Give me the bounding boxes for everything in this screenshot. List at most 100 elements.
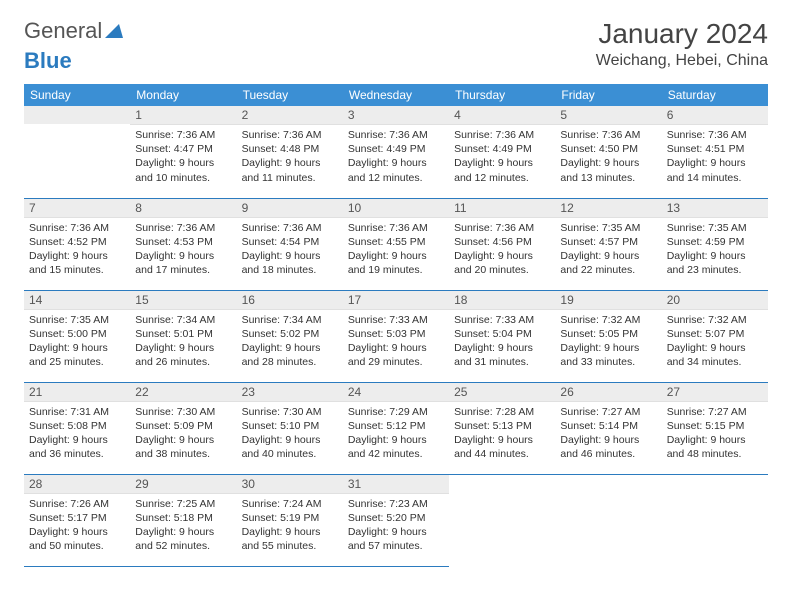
calendar-cell: 18Sunrise: 7:33 AMSunset: 5:04 PMDayligh… — [449, 290, 555, 382]
daylight-text-2: and 15 minutes. — [29, 263, 125, 277]
calendar-cell: 22Sunrise: 7:30 AMSunset: 5:09 PMDayligh… — [130, 382, 236, 474]
daylight-text-1: Daylight: 9 hours — [29, 249, 125, 263]
daylight-text-2: and 57 minutes. — [348, 539, 444, 553]
calendar-table: Sunday Monday Tuesday Wednesday Thursday… — [24, 84, 768, 567]
daylight-text-1: Daylight: 9 hours — [348, 433, 444, 447]
calendar-week-row: 7Sunrise: 7:36 AMSunset: 4:52 PMDaylight… — [24, 198, 768, 290]
daylight-text-2: and 23 minutes. — [667, 263, 763, 277]
calendar-cell: 1Sunrise: 7:36 AMSunset: 4:47 PMDaylight… — [130, 106, 236, 198]
calendar-cell: 4Sunrise: 7:36 AMSunset: 4:49 PMDaylight… — [449, 106, 555, 198]
day-details: Sunrise: 7:36 AMSunset: 4:50 PMDaylight:… — [555, 125, 661, 188]
sunset-text: Sunset: 5:05 PM — [560, 327, 656, 341]
daylight-text-2: and 13 minutes. — [560, 171, 656, 185]
day-number: 11 — [449, 199, 555, 218]
sunset-text: Sunset: 4:49 PM — [348, 142, 444, 156]
sunrise-text: Sunrise: 7:31 AM — [29, 405, 125, 419]
sunset-text: Sunset: 4:52 PM — [29, 235, 125, 249]
logo: General — [24, 18, 123, 44]
day-details: Sunrise: 7:36 AMSunset: 4:56 PMDaylight:… — [449, 218, 555, 281]
sunset-text: Sunset: 5:19 PM — [242, 511, 338, 525]
sunrise-text: Sunrise: 7:35 AM — [667, 221, 763, 235]
sunrise-text: Sunrise: 7:27 AM — [560, 405, 656, 419]
daylight-text-1: Daylight: 9 hours — [560, 433, 656, 447]
daylight-text-2: and 12 minutes. — [348, 171, 444, 185]
daylight-text-1: Daylight: 9 hours — [242, 433, 338, 447]
daylight-text-2: and 36 minutes. — [29, 447, 125, 461]
sunset-text: Sunset: 5:03 PM — [348, 327, 444, 341]
sunset-text: Sunset: 5:18 PM — [135, 511, 231, 525]
logo-text-blue: Blue — [24, 48, 768, 74]
daylight-text-1: Daylight: 9 hours — [135, 341, 231, 355]
daylight-text-1: Daylight: 9 hours — [242, 341, 338, 355]
day-number: 7 — [24, 199, 130, 218]
sunrise-text: Sunrise: 7:32 AM — [667, 313, 763, 327]
day-number: 16 — [237, 291, 343, 310]
daylight-text-1: Daylight: 9 hours — [135, 249, 231, 263]
sunrise-text: Sunrise: 7:23 AM — [348, 497, 444, 511]
sunset-text: Sunset: 4:49 PM — [454, 142, 550, 156]
daylight-text-2: and 48 minutes. — [667, 447, 763, 461]
logo-triangle-icon — [105, 18, 123, 44]
weekday-header-row: Sunday Monday Tuesday Wednesday Thursday… — [24, 84, 768, 106]
calendar-cell: 3Sunrise: 7:36 AMSunset: 4:49 PMDaylight… — [343, 106, 449, 198]
daylight-text-2: and 29 minutes. — [348, 355, 444, 369]
sunrise-text: Sunrise: 7:36 AM — [348, 128, 444, 142]
day-details: Sunrise: 7:25 AMSunset: 5:18 PMDaylight:… — [130, 494, 236, 557]
daylight-text-2: and 26 minutes. — [135, 355, 231, 369]
sunset-text: Sunset: 5:04 PM — [454, 327, 550, 341]
day-number: 19 — [555, 291, 661, 310]
daylight-text-1: Daylight: 9 hours — [29, 341, 125, 355]
calendar-cell: 17Sunrise: 7:33 AMSunset: 5:03 PMDayligh… — [343, 290, 449, 382]
calendar-week-row: 21Sunrise: 7:31 AMSunset: 5:08 PMDayligh… — [24, 382, 768, 474]
sunset-text: Sunset: 5:01 PM — [135, 327, 231, 341]
daylight-text-2: and 18 minutes. — [242, 263, 338, 277]
day-details: Sunrise: 7:34 AMSunset: 5:02 PMDaylight:… — [237, 310, 343, 373]
calendar-cell: 23Sunrise: 7:30 AMSunset: 5:10 PMDayligh… — [237, 382, 343, 474]
day-details: Sunrise: 7:34 AMSunset: 5:01 PMDaylight:… — [130, 310, 236, 373]
day-number: 30 — [237, 475, 343, 494]
day-details: Sunrise: 7:30 AMSunset: 5:10 PMDaylight:… — [237, 402, 343, 465]
day-number: 10 — [343, 199, 449, 218]
daylight-text-2: and 46 minutes. — [560, 447, 656, 461]
sunrise-text: Sunrise: 7:30 AM — [242, 405, 338, 419]
day-number: 4 — [449, 106, 555, 125]
day-details: Sunrise: 7:36 AMSunset: 4:53 PMDaylight:… — [130, 218, 236, 281]
calendar-cell — [24, 106, 130, 198]
daylight-text-2: and 22 minutes. — [560, 263, 656, 277]
sunrise-text: Sunrise: 7:28 AM — [454, 405, 550, 419]
sunset-text: Sunset: 4:53 PM — [135, 235, 231, 249]
calendar-cell: 15Sunrise: 7:34 AMSunset: 5:01 PMDayligh… — [130, 290, 236, 382]
day-details: Sunrise: 7:33 AMSunset: 5:03 PMDaylight:… — [343, 310, 449, 373]
calendar-cell — [449, 474, 555, 566]
sunset-text: Sunset: 5:07 PM — [667, 327, 763, 341]
daylight-text-1: Daylight: 9 hours — [560, 341, 656, 355]
day-number: 6 — [662, 106, 768, 125]
day-details: Sunrise: 7:26 AMSunset: 5:17 PMDaylight:… — [24, 494, 130, 557]
calendar-cell: 24Sunrise: 7:29 AMSunset: 5:12 PMDayligh… — [343, 382, 449, 474]
daylight-text-2: and 33 minutes. — [560, 355, 656, 369]
daylight-text-2: and 12 minutes. — [454, 171, 550, 185]
sunrise-text: Sunrise: 7:27 AM — [667, 405, 763, 419]
daylight-text-1: Daylight: 9 hours — [348, 341, 444, 355]
weekday-header: Thursday — [449, 84, 555, 106]
day-number: 21 — [24, 383, 130, 402]
sunrise-text: Sunrise: 7:36 AM — [242, 221, 338, 235]
daylight-text-1: Daylight: 9 hours — [667, 249, 763, 263]
weekday-header: Saturday — [662, 84, 768, 106]
calendar-cell: 25Sunrise: 7:28 AMSunset: 5:13 PMDayligh… — [449, 382, 555, 474]
day-details: Sunrise: 7:28 AMSunset: 5:13 PMDaylight:… — [449, 402, 555, 465]
sunset-text: Sunset: 4:59 PM — [667, 235, 763, 249]
calendar-week-row: 14Sunrise: 7:35 AMSunset: 5:00 PMDayligh… — [24, 290, 768, 382]
day-details: Sunrise: 7:36 AMSunset: 4:49 PMDaylight:… — [449, 125, 555, 188]
sunset-text: Sunset: 5:12 PM — [348, 419, 444, 433]
day-number: 1 — [130, 106, 236, 125]
daylight-text-2: and 55 minutes. — [242, 539, 338, 553]
daylight-text-2: and 20 minutes. — [454, 263, 550, 277]
day-number: 2 — [237, 106, 343, 125]
daylight-text-2: and 50 minutes. — [29, 539, 125, 553]
sunset-text: Sunset: 4:55 PM — [348, 235, 444, 249]
month-title: January 2024 — [596, 18, 768, 50]
calendar-cell: 6Sunrise: 7:36 AMSunset: 4:51 PMDaylight… — [662, 106, 768, 198]
sunrise-text: Sunrise: 7:32 AM — [560, 313, 656, 327]
day-number: 20 — [662, 291, 768, 310]
